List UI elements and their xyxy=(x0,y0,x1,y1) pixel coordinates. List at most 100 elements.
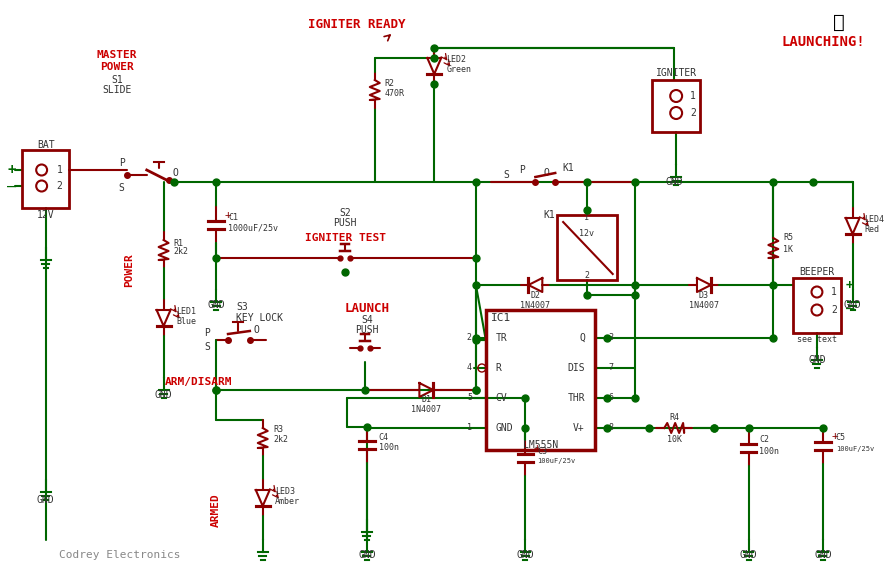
Text: S4: S4 xyxy=(361,315,373,325)
Text: PUSH: PUSH xyxy=(355,325,378,335)
Text: S: S xyxy=(204,342,210,352)
Text: ARMED: ARMED xyxy=(211,493,221,527)
Text: 3: 3 xyxy=(609,334,614,343)
Text: ARM/DISARM: ARM/DISARM xyxy=(164,377,232,387)
Text: GND: GND xyxy=(740,550,757,560)
Text: 100n: 100n xyxy=(378,444,399,453)
Text: 1: 1 xyxy=(584,214,590,222)
Bar xyxy=(557,215,616,280)
Text: 1: 1 xyxy=(690,91,696,101)
Text: POWER: POWER xyxy=(100,62,134,72)
Text: GND: GND xyxy=(814,550,832,560)
Text: 2k2: 2k2 xyxy=(173,248,188,256)
Text: 4: 4 xyxy=(467,363,472,373)
Text: GND: GND xyxy=(808,355,826,365)
Text: GND: GND xyxy=(496,423,513,433)
Bar xyxy=(793,278,841,333)
Text: 2: 2 xyxy=(57,181,62,191)
Text: P: P xyxy=(119,158,125,168)
Text: 1N4007: 1N4007 xyxy=(689,301,719,309)
Text: K1: K1 xyxy=(562,163,574,173)
Text: IGNITER: IGNITER xyxy=(655,68,697,78)
Text: LED3: LED3 xyxy=(274,487,295,497)
Text: P: P xyxy=(519,165,526,175)
Text: +: + xyxy=(534,443,541,453)
Text: GND: GND xyxy=(665,177,683,187)
Text: +: + xyxy=(845,279,853,291)
Text: BEEPER: BEEPER xyxy=(799,267,835,277)
Text: 5: 5 xyxy=(467,393,472,403)
Text: C1: C1 xyxy=(228,214,238,222)
Text: 1: 1 xyxy=(57,165,62,175)
Text: O: O xyxy=(254,325,259,335)
Text: 2k2: 2k2 xyxy=(274,435,289,445)
Text: THR: THR xyxy=(567,393,585,403)
Text: K1: K1 xyxy=(543,210,555,220)
Text: GND: GND xyxy=(517,550,535,560)
Text: +: + xyxy=(8,163,16,177)
Text: S2: S2 xyxy=(339,208,351,218)
Text: Codrey Electronics: Codrey Electronics xyxy=(59,550,181,560)
Text: R5: R5 xyxy=(783,233,793,242)
Text: MASTER: MASTER xyxy=(97,50,138,60)
Text: 1: 1 xyxy=(467,423,472,433)
Text: C2: C2 xyxy=(759,435,769,445)
Text: D2: D2 xyxy=(530,290,541,300)
Text: KEY LOCK: KEY LOCK xyxy=(236,313,283,323)
Bar xyxy=(653,80,700,132)
Text: 10K: 10K xyxy=(667,435,682,445)
Text: R2: R2 xyxy=(385,78,394,88)
Text: –: – xyxy=(845,303,854,317)
Text: O: O xyxy=(172,168,178,178)
Text: 🔥: 🔥 xyxy=(833,13,844,32)
Text: V+: V+ xyxy=(573,423,585,433)
Text: O: O xyxy=(543,168,549,178)
Text: 6: 6 xyxy=(609,393,614,403)
Text: S3: S3 xyxy=(236,302,248,312)
Text: S: S xyxy=(118,183,124,193)
Text: Q: Q xyxy=(579,333,585,343)
Text: Red: Red xyxy=(865,225,879,234)
Text: LAUNCHING!: LAUNCHING! xyxy=(781,35,865,49)
Text: SLIDE: SLIDE xyxy=(102,85,131,95)
Text: Amber: Amber xyxy=(274,498,299,506)
Text: R: R xyxy=(496,363,502,373)
Text: 2: 2 xyxy=(467,334,472,343)
Text: S1: S1 xyxy=(111,75,123,85)
Text: 1K: 1K xyxy=(783,245,793,255)
Text: D1: D1 xyxy=(421,396,432,404)
Text: Blue: Blue xyxy=(177,317,196,327)
Text: GND: GND xyxy=(36,495,54,505)
Text: LED4: LED4 xyxy=(865,215,884,225)
Text: GND: GND xyxy=(358,550,376,560)
Text: D3: D3 xyxy=(699,290,709,300)
Text: IC1: IC1 xyxy=(491,313,511,323)
Text: PUSH: PUSH xyxy=(333,218,357,228)
Text: S: S xyxy=(503,170,510,180)
Text: 1000uF/25v: 1000uF/25v xyxy=(228,223,278,233)
Text: R4: R4 xyxy=(670,414,679,423)
Text: see text: see text xyxy=(797,335,837,344)
Text: IGNITER READY: IGNITER READY xyxy=(308,18,406,32)
Text: C5: C5 xyxy=(836,434,845,442)
Text: +: + xyxy=(225,210,232,220)
Text: –: – xyxy=(7,179,17,194)
Text: C3: C3 xyxy=(537,446,547,456)
Text: LM555N: LM555N xyxy=(523,440,558,450)
Text: 12V: 12V xyxy=(36,210,54,220)
Text: BAT: BAT xyxy=(36,140,54,150)
Text: 12v: 12v xyxy=(580,229,594,237)
Text: P: P xyxy=(204,328,210,338)
Text: 1N4007: 1N4007 xyxy=(520,301,551,309)
Text: TR: TR xyxy=(496,333,507,343)
Text: 2: 2 xyxy=(831,305,836,315)
Text: 1N4007: 1N4007 xyxy=(411,406,441,415)
Text: 2: 2 xyxy=(584,271,590,279)
Text: GND: GND xyxy=(844,300,861,310)
Text: GND: GND xyxy=(207,300,225,310)
Text: R1: R1 xyxy=(173,238,184,248)
Bar xyxy=(22,150,69,208)
Text: DIS: DIS xyxy=(567,363,585,373)
Text: Green: Green xyxy=(446,66,472,74)
Text: IGNITER TEST: IGNITER TEST xyxy=(305,233,385,243)
